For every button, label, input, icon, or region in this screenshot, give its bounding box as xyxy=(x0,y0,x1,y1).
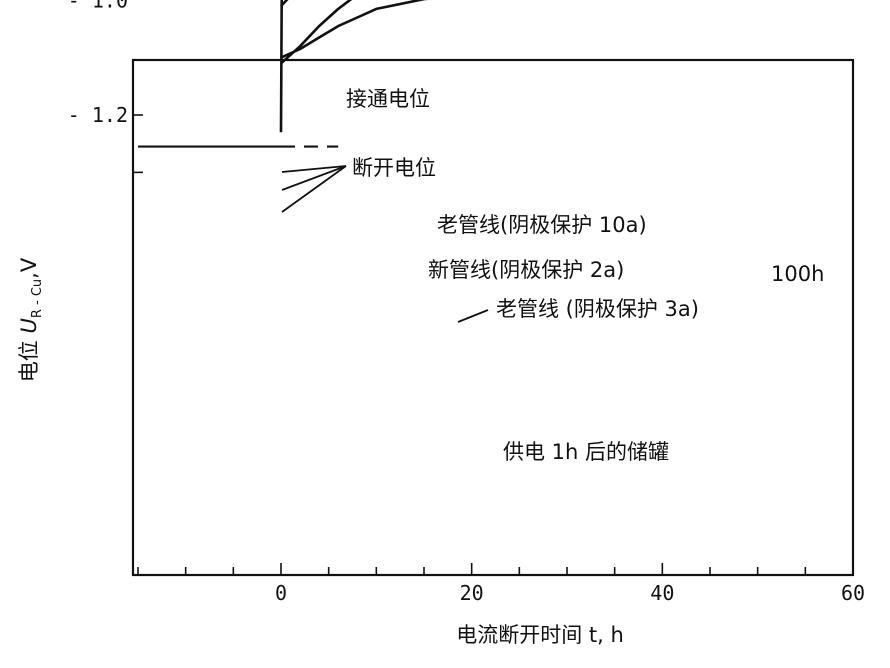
x-tick-label: 20 xyxy=(460,581,484,605)
y-axis-title-unit: ,V xyxy=(17,257,41,279)
x-axis-title: 电流断开时间 t, h xyxy=(456,623,624,647)
x-tick-label: 40 xyxy=(650,581,674,605)
series-line-old-10a xyxy=(280,0,429,59)
open-potential-label: 断开电位 xyxy=(352,156,436,180)
hours-100-label: 100h xyxy=(771,262,824,286)
y-axis-title-subscript: R - Cu xyxy=(30,279,45,318)
series-line-old-3a xyxy=(280,0,289,7)
series-curves xyxy=(279,0,429,133)
old-3a-leader xyxy=(457,309,489,323)
x-tick-label: 0 xyxy=(275,581,287,605)
y-axis-title-symbol: U xyxy=(17,318,41,333)
svg-text:电位 UR - Cu,V: 电位 UR - Cu,V xyxy=(17,257,45,382)
y-axis-title-main: 电位 xyxy=(17,334,41,383)
y-axis-title: 电位 UR - Cu,V xyxy=(17,257,45,382)
series-label-old-10a: 老管线(阴极保护 10a) xyxy=(437,213,647,237)
y-tick-label: - 1.0 xyxy=(68,0,128,12)
plot-frame xyxy=(131,58,855,577)
series-line-tank xyxy=(279,0,283,133)
y-tick-labels: - 1.2- 1.0- 0.8- 0.6- 0.4 xyxy=(68,0,128,127)
x-tick-labels: 0 20 40 60 xyxy=(275,581,865,605)
closed-potential-label: 接通电位 xyxy=(346,87,430,111)
y-tick-label: - 1.2 xyxy=(68,103,128,127)
series-label-old-3a: 老管线 (阴极保护 3a) xyxy=(496,297,699,321)
axis-ticks xyxy=(133,114,854,575)
reference-lines xyxy=(138,145,339,148)
series-label-new-2a: 新管线(阴极保护 2a) xyxy=(428,258,624,282)
series-label-tank: 供电 1h 后的储罐 xyxy=(503,440,669,464)
series-line-new-2a xyxy=(280,0,353,65)
x-tick-label: 60 xyxy=(841,581,865,605)
open-potential-leaders xyxy=(281,165,347,213)
